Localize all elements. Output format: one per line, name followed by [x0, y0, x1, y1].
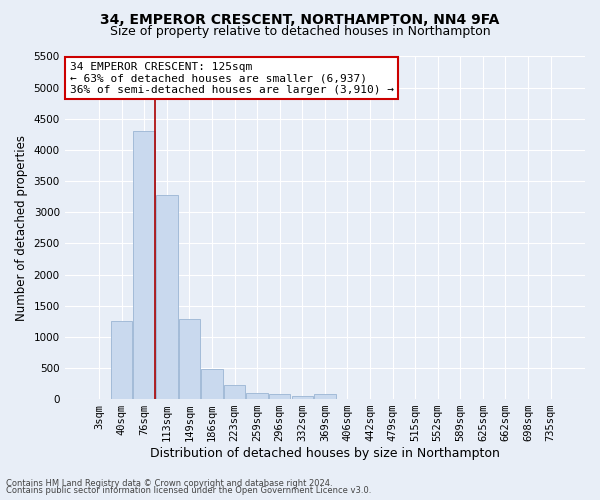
- Bar: [111, 321, 133, 399]
- Text: Contains HM Land Registry data © Crown copyright and database right 2024.: Contains HM Land Registry data © Crown c…: [6, 478, 332, 488]
- Bar: [314, 394, 335, 399]
- X-axis label: Distribution of detached houses by size in Northampton: Distribution of detached houses by size …: [150, 447, 500, 460]
- Text: 34 EMPEROR CRESCENT: 125sqm
← 63% of detached houses are smaller (6,937)
36% of : 34 EMPEROR CRESCENT: 125sqm ← 63% of det…: [70, 62, 394, 95]
- Bar: [247, 393, 268, 399]
- Bar: [224, 386, 245, 399]
- Bar: [133, 131, 155, 399]
- Bar: [156, 195, 178, 399]
- Text: Size of property relative to detached houses in Northampton: Size of property relative to detached ho…: [110, 25, 490, 38]
- Bar: [201, 369, 223, 399]
- Bar: [269, 394, 290, 399]
- Bar: [292, 396, 313, 399]
- Text: 34, EMPEROR CRESCENT, NORTHAMPTON, NN4 9FA: 34, EMPEROR CRESCENT, NORTHAMPTON, NN4 9…: [100, 12, 500, 26]
- Bar: [179, 320, 200, 399]
- Y-axis label: Number of detached properties: Number of detached properties: [15, 135, 28, 321]
- Text: Contains public sector information licensed under the Open Government Licence v3: Contains public sector information licen…: [6, 486, 371, 495]
